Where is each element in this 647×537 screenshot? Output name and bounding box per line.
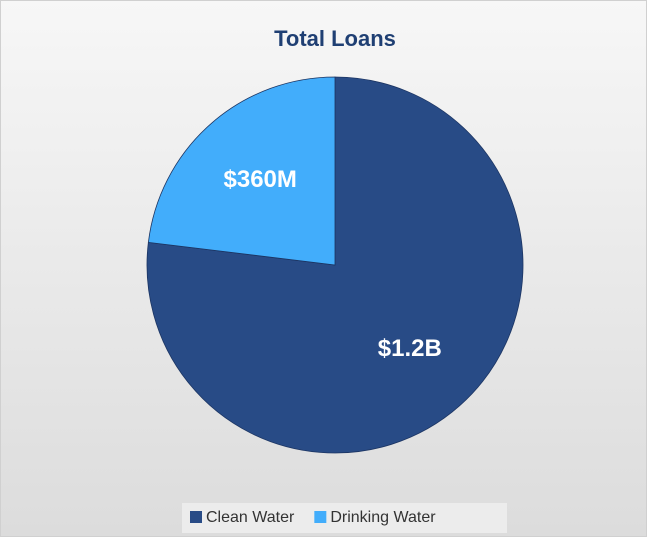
data-label: $1.2B — [378, 335, 442, 362]
legend-swatch — [314, 511, 327, 523]
legend-box — [182, 503, 507, 533]
legend-swatch — [190, 511, 202, 523]
pie-slice — [147, 76, 336, 266]
legend-label: Drinking Water — [330, 509, 436, 526]
chart-title: Total Loans — [274, 26, 396, 51]
data-label: $360M — [224, 166, 297, 193]
legend-label: Clean Water — [206, 509, 295, 526]
